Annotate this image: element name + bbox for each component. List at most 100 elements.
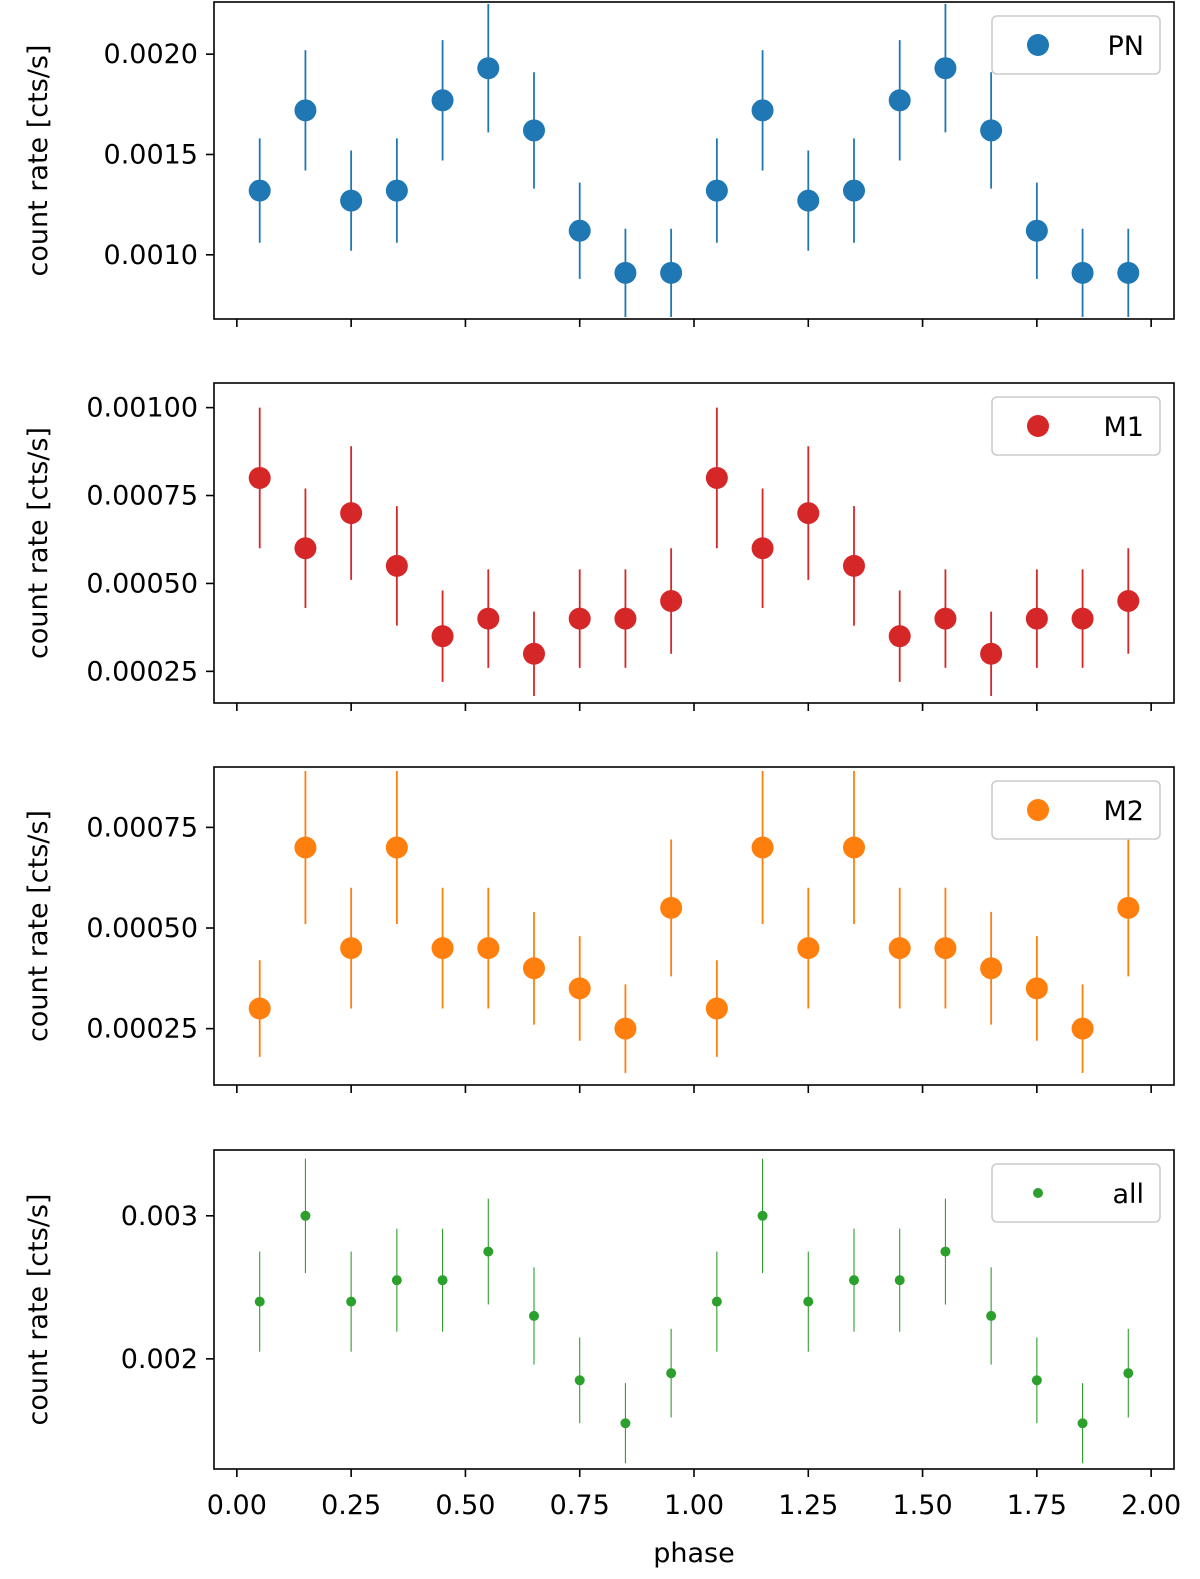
all-data-point: [1077, 1418, 1088, 1429]
m1-data-point: [843, 554, 865, 577]
all-xlabel: phase: [653, 1538, 734, 1569]
m1-data-point: [614, 607, 637, 630]
m1-data-point: [385, 554, 408, 577]
m1-data-point: [1071, 607, 1094, 630]
pn-data-point: [523, 119, 545, 142]
panel-all: 0.002 0.003 0.00 0.25 0.50 0.75 1.00 1.25 1.50 1.…: [23, 1149, 1181, 1569]
all-data-point: [574, 1375, 585, 1386]
all-xtick-label: 1.50: [893, 1490, 953, 1521]
m1-data-point: [1117, 590, 1140, 613]
m2-ytick-label: 0.00025: [86, 1014, 198, 1045]
m1-ytick-label: 0.00100: [86, 393, 198, 424]
pn-data-point: [888, 89, 911, 112]
panel-pn: 0.0010 0.0015 0.0020 count rate [cts/s] PN: [23, 1, 1175, 327]
m2-ylabel: count rate [cts/s]: [23, 810, 54, 1042]
pn-ytick-label: 0.0015: [104, 139, 198, 170]
panel-m2: 0.00025 0.00050 0.00075 count rate [cts/s] M…: [23, 766, 1175, 1093]
pn-data-point: [934, 57, 957, 80]
m1-data-point: [751, 537, 774, 560]
m2-data-point: [294, 836, 317, 859]
all-data-point: [346, 1296, 357, 1307]
all-data-point: [986, 1310, 997, 1321]
m1-ytick-label: 0.00025: [86, 656, 198, 687]
all-xtick-label: 0.25: [321, 1490, 381, 1521]
all-xtick-label: 1.25: [778, 1490, 838, 1521]
pn-data-point: [340, 189, 363, 212]
m1-data-point: [523, 642, 545, 665]
all-ylabel: count rate [cts/s]: [23, 1194, 54, 1426]
m1-data-point: [705, 466, 728, 489]
m1-data-point: [568, 607, 591, 630]
all-data-point: [437, 1275, 448, 1286]
all-data-point: [1123, 1368, 1134, 1379]
m1-data-point: [1025, 607, 1048, 630]
all-data-point: [254, 1296, 265, 1307]
all-ytick-label: 0.002: [121, 1344, 198, 1375]
m2-data-point: [614, 1017, 637, 1040]
pn-legend-marker: [1027, 34, 1049, 56]
m2-data-point: [568, 977, 591, 1000]
m2-data-point: [1025, 977, 1048, 1000]
m2-data-point: [705, 997, 728, 1020]
m1-data-point: [797, 502, 820, 525]
all-legend-marker: [1033, 1188, 1043, 1198]
pn-data-point: [294, 99, 317, 122]
m2-data-point: [385, 836, 408, 859]
all-data-point: [620, 1418, 631, 1429]
pn-data-point: [431, 89, 454, 112]
m1-legend-marker: [1027, 415, 1049, 437]
m1-data-point: [248, 466, 271, 489]
m2-data-point: [477, 937, 500, 960]
m1-data-point: [294, 537, 317, 560]
pn-data-point: [248, 179, 271, 202]
m1-legend-box: [991, 396, 1161, 456]
all-data-point: [757, 1210, 768, 1221]
m2-ytick-label: 0.00075: [86, 812, 198, 843]
m1-ylabel: count rate [cts/s]: [23, 427, 54, 659]
all-data-point: [1031, 1375, 1042, 1386]
all-data-point: [483, 1246, 494, 1257]
all-data-point: [894, 1275, 905, 1286]
m2-data-point: [843, 836, 865, 859]
all-xtick-label: 0.50: [435, 1490, 495, 1521]
all-data-point: [529, 1310, 539, 1321]
pn-data-point: [751, 99, 774, 122]
m2-data-point: [980, 957, 1003, 980]
m2-data-point: [1117, 896, 1140, 919]
pn-data-point: [1071, 261, 1094, 284]
m2-ytick-label: 0.00050: [86, 913, 198, 944]
m2-data-point: [523, 957, 545, 980]
m2-legend-marker: [1027, 799, 1049, 821]
m2-data-point: [751, 836, 774, 859]
panel-m1: 0.00025 0.00050 0.00075 0.00100 count rate […: [23, 382, 1175, 711]
pn-data-point: [614, 261, 637, 284]
pn-data-point: [980, 119, 1003, 142]
all-data-point: [300, 1210, 311, 1221]
pn-data-point: [477, 57, 500, 80]
pn-data-point: [568, 219, 591, 242]
m1-ytick-label: 0.00075: [86, 481, 198, 512]
all-xtick-label: 0.00: [207, 1490, 267, 1521]
m2-data-point: [248, 997, 271, 1020]
m2-legend-box: [991, 780, 1161, 840]
m2-data-point: [431, 937, 454, 960]
m2-data-point: [888, 937, 911, 960]
all-xtick-label: 0.75: [550, 1490, 610, 1521]
pn-data-point: [385, 179, 408, 202]
pn-ytick-label: 0.0010: [104, 240, 198, 271]
all-xtick-label: 2.00: [1121, 1490, 1181, 1521]
all-legend: all: [991, 1163, 1161, 1223]
all-data-point: [666, 1368, 677, 1379]
m2-data-point: [797, 937, 820, 960]
all-data-point: [391, 1275, 402, 1286]
pn-data-point: [705, 179, 728, 202]
pn-legend-label: PN: [1108, 31, 1144, 62]
pn-ylabel: count rate [cts/s]: [23, 45, 54, 277]
m2-legend: M2: [991, 780, 1161, 840]
all-ytick-label: 0.003: [121, 1201, 198, 1232]
m1-data-point: [660, 590, 683, 613]
pn-data-point: [797, 189, 820, 212]
m2-data-point: [934, 937, 957, 960]
pn-data-point: [1025, 219, 1048, 242]
